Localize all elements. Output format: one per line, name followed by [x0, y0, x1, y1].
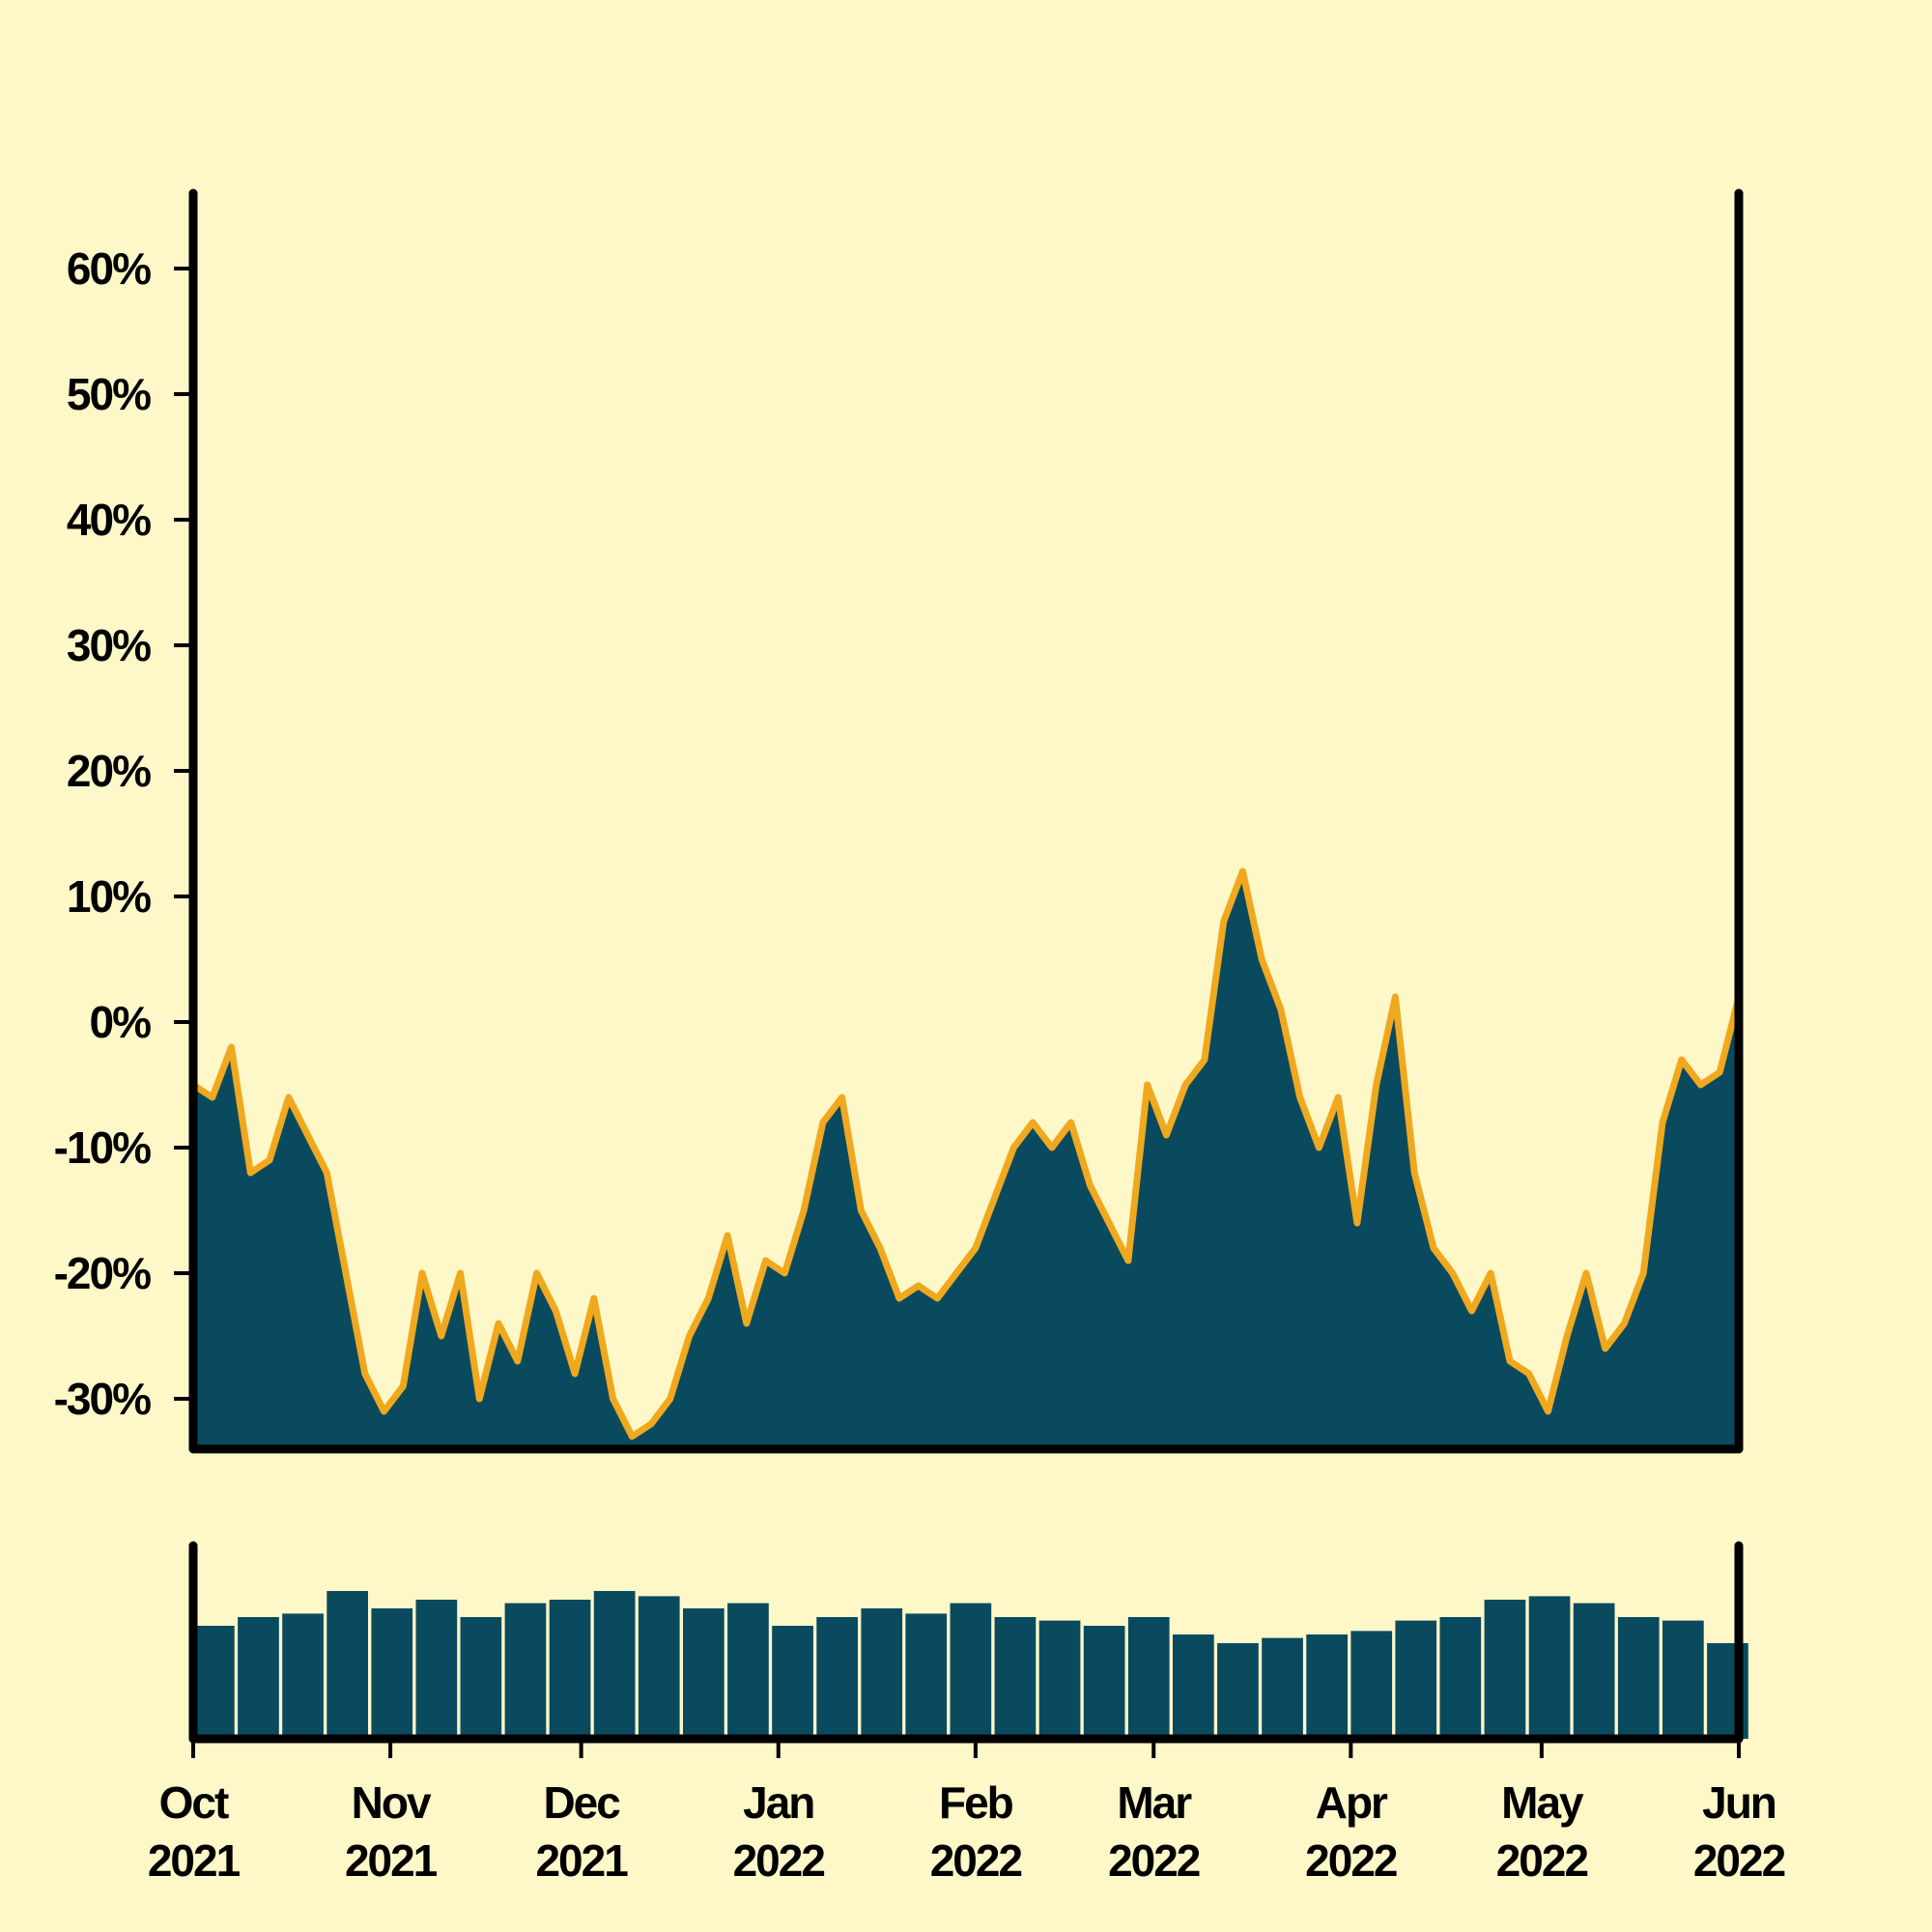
main-chart-panel: 60% 50% 40% 30% 20% 10% 0% -10% -20% -30%: [54, 188, 1744, 1454]
x-tick-month: May: [1501, 1777, 1584, 1828]
x-axis-ticks: Oct 2021 Nov 2021 Dec 2021 Jan 2022 Feb 2022 Mar 20…: [148, 1739, 1787, 1886]
volume-bar: [1038, 1620, 1081, 1739]
volume-bar: [1439, 1617, 1482, 1739]
volume-bar: [1528, 1596, 1571, 1739]
volume-bar: [504, 1603, 547, 1739]
x-tick-month: Dec: [543, 1777, 620, 1828]
x-tick-year: 2022: [930, 1835, 1022, 1886]
y-tick-label: 60%: [67, 243, 151, 294]
area-fill: [193, 871, 1739, 1449]
volume-bar: [460, 1617, 502, 1739]
x-tick-month: Feb: [939, 1777, 1013, 1828]
volume-bar: [371, 1608, 413, 1739]
y-tick-label: 50%: [67, 369, 151, 419]
y-tick-label: 0%: [90, 997, 152, 1047]
y-axis-ticks: 60% 50% 40% 30% 20% 10% 0% -10% -20% -30%: [54, 243, 193, 1424]
volume-bar: [549, 1600, 591, 1739]
volume-bar: [1173, 1634, 1214, 1739]
y-tick-label: 30%: [67, 620, 151, 670]
volume-bar: [772, 1626, 813, 1739]
volume-bar: [950, 1603, 992, 1739]
x-tick-month: Jan: [743, 1777, 813, 1828]
x-tick-month: Nov: [352, 1777, 432, 1828]
volume-bar: [193, 1626, 235, 1739]
volume-bar: [1083, 1626, 1125, 1739]
x-tick-month: Apr: [1316, 1777, 1388, 1828]
x-tick-year: 2021: [148, 1835, 241, 1886]
x-tick-year: 2022: [1305, 1835, 1397, 1886]
x-tick-year: 2022: [733, 1835, 825, 1886]
volume-bar: [1350, 1631, 1393, 1739]
volume-bar: [415, 1600, 458, 1739]
x-tick-month: Oct: [159, 1777, 229, 1828]
x-tick-year: 2021: [535, 1835, 628, 1886]
volume-bar: [905, 1613, 948, 1739]
y-tick-label: -10%: [54, 1122, 151, 1173]
x-tick-year: 2021: [345, 1835, 438, 1886]
y-tick-label: 10%: [67, 871, 151, 922]
y-tick-label: 20%: [67, 746, 151, 796]
x-tick-year: 2022: [1693, 1835, 1785, 1886]
x-tick-month: Mar: [1117, 1777, 1192, 1828]
volume-bar: [861, 1608, 903, 1739]
volume-bar: [683, 1608, 724, 1739]
volume-bar: [1127, 1617, 1170, 1739]
volume-bar: [1484, 1600, 1526, 1739]
volume-bar: [816, 1617, 858, 1739]
area-line: [191, 867, 1743, 1440]
y-tick-label: 40%: [67, 495, 151, 545]
volume-bar: [1217, 1643, 1259, 1739]
volume-bar: [638, 1596, 680, 1739]
volume-bar: [1617, 1617, 1660, 1739]
volume-bar: [238, 1617, 279, 1739]
volume-bar: [1662, 1620, 1704, 1739]
x-tick-month: Jun: [1702, 1777, 1776, 1828]
volume-bars: [193, 1591, 1748, 1739]
main-series: [191, 867, 1743, 1449]
volume-bar-panel: Oct 2021 Nov 2021 Dec 2021 Jan 2022 Feb 2022 Mar 20…: [148, 1541, 1787, 1886]
volume-bar: [1306, 1634, 1348, 1739]
volume-bar: [1573, 1603, 1615, 1739]
main-axes: [188, 188, 1744, 1454]
y-tick-label: -20%: [54, 1248, 151, 1298]
volume-bar: [994, 1617, 1037, 1739]
volume-bar: [282, 1613, 324, 1739]
volume-axes: [188, 1541, 1744, 1744]
volume-bar: [727, 1603, 769, 1739]
volume-bar: [593, 1591, 636, 1739]
x-tick-year: 2022: [1496, 1835, 1588, 1886]
y-tick-label: -30%: [54, 1374, 151, 1424]
volume-bar: [1395, 1620, 1437, 1739]
volume-bar: [1262, 1637, 1303, 1739]
x-tick-year: 2022: [1108, 1835, 1200, 1886]
volume-bar: [327, 1591, 368, 1739]
